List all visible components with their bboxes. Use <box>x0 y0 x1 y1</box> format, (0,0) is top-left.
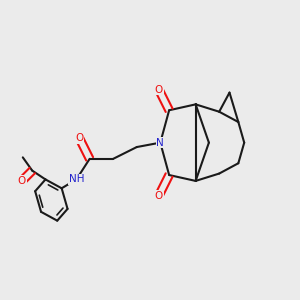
Text: NH: NH <box>69 174 84 184</box>
Text: O: O <box>155 85 163 94</box>
Text: O: O <box>75 133 83 143</box>
Text: O: O <box>155 190 163 201</box>
Text: O: O <box>18 176 26 186</box>
Text: N: N <box>156 138 164 148</box>
